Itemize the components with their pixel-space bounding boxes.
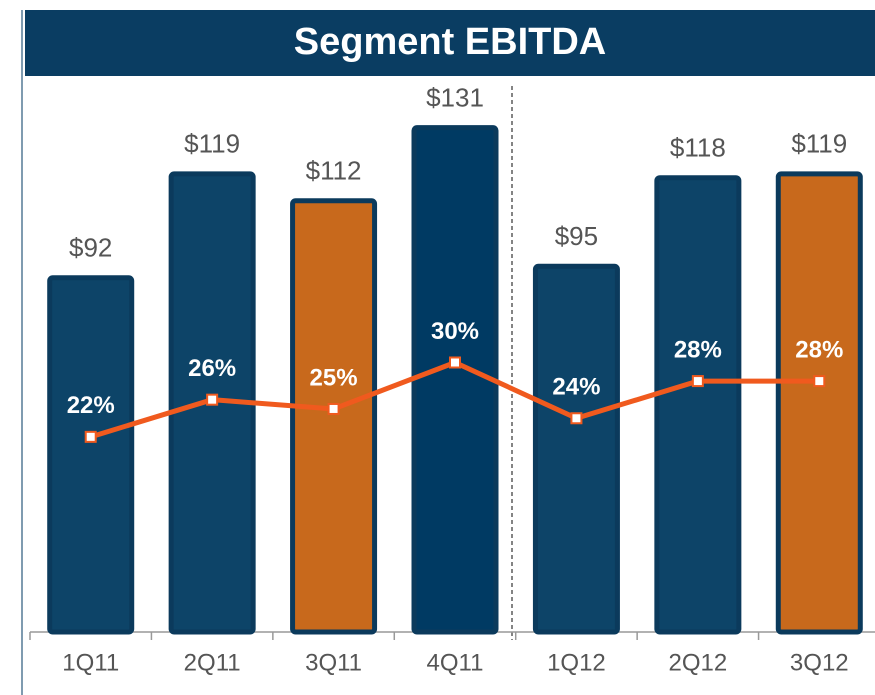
- margin-point: [570, 412, 583, 425]
- x-tick-label: 3Q12: [790, 649, 849, 676]
- bar-value-label: $119: [184, 129, 240, 159]
- chart-title: Segment EBITDA: [294, 21, 606, 63]
- margin-label: 30%: [431, 318, 479, 345]
- margin-label: 28%: [795, 336, 843, 363]
- margin-point: [327, 402, 340, 415]
- margin-point: [206, 393, 219, 406]
- bar: [290, 198, 378, 635]
- bar: [47, 275, 135, 635]
- bar-value-label: $119: [791, 129, 847, 159]
- bar-value-label: $95: [555, 221, 598, 251]
- margin-label: 28%: [674, 336, 722, 363]
- bar: [775, 171, 863, 635]
- margin-point: [84, 430, 97, 443]
- margin-label: 26%: [188, 355, 236, 382]
- margin-point: [813, 375, 826, 388]
- x-tick-label: 4Q11: [427, 649, 484, 676]
- bar-value-label: $131: [426, 83, 484, 113]
- x-tick-label: 1Q11: [62, 649, 119, 676]
- title-banner: [25, 10, 875, 76]
- bar-value-label: $92: [69, 233, 112, 263]
- margin-label: 22%: [67, 392, 115, 419]
- bar-value-label: $112: [306, 156, 362, 186]
- bar: [532, 263, 620, 635]
- x-tick-label: 2Q12: [668, 649, 727, 676]
- x-tick-label: 1Q12: [547, 649, 606, 676]
- margin-point: [691, 375, 704, 388]
- bar-value-label: $118: [670, 133, 726, 163]
- bar: [654, 175, 742, 635]
- margin-label: 25%: [310, 364, 358, 391]
- bar: [411, 125, 499, 635]
- x-tick-label: 3Q11: [305, 649, 362, 676]
- margin-point: [449, 356, 461, 369]
- margin-label: 24%: [552, 374, 600, 401]
- x-tick-label: 2Q11: [184, 649, 241, 676]
